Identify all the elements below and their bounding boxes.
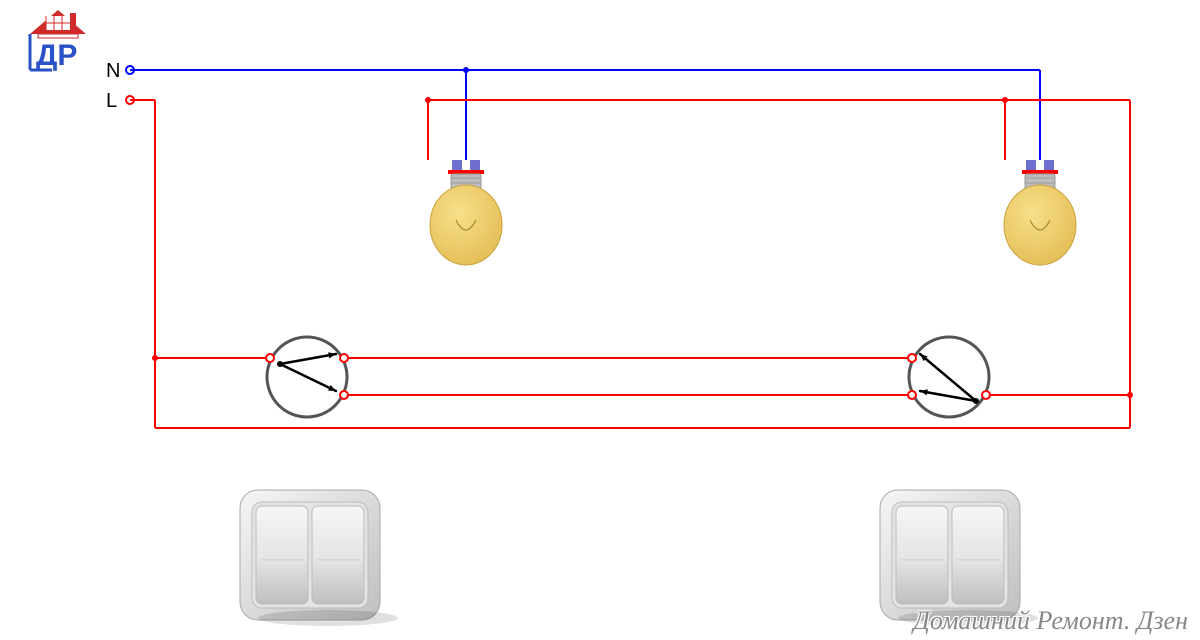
live-label: L (106, 90, 117, 112)
rocker[interactable] (896, 506, 948, 604)
live-junction (425, 97, 431, 103)
sw-terminal-1 (908, 391, 916, 399)
sw-symbol-1 (267, 337, 347, 417)
live-junction (1002, 97, 1008, 103)
live-junction (152, 355, 158, 361)
bulb-1 (430, 160, 502, 265)
live-junction (1127, 392, 1133, 398)
sw-terminal-0 (908, 354, 916, 362)
bulb-2 (1004, 160, 1076, 265)
sw-pivot (277, 361, 283, 367)
logo-letters: ДР (36, 39, 77, 72)
sw-terminal-0 (340, 354, 348, 362)
rocker[interactable] (952, 506, 1004, 604)
sw-pivot (973, 398, 979, 404)
wall-switch-1 (240, 490, 398, 626)
logo: ДР (30, 10, 86, 72)
sw-terminal-common (266, 354, 274, 362)
sw-symbol-2 (909, 337, 989, 417)
rocker[interactable] (312, 506, 364, 604)
neutral-junction (463, 67, 469, 73)
wiring-diagram: ДР NL (0, 0, 1200, 640)
neutral-label: N (106, 60, 120, 82)
rocker[interactable] (256, 506, 308, 604)
watermark-text: Домашний Ремонт. Дзен (913, 606, 1188, 636)
sw-terminal-common (982, 391, 990, 399)
sw-terminal-1 (340, 391, 348, 399)
